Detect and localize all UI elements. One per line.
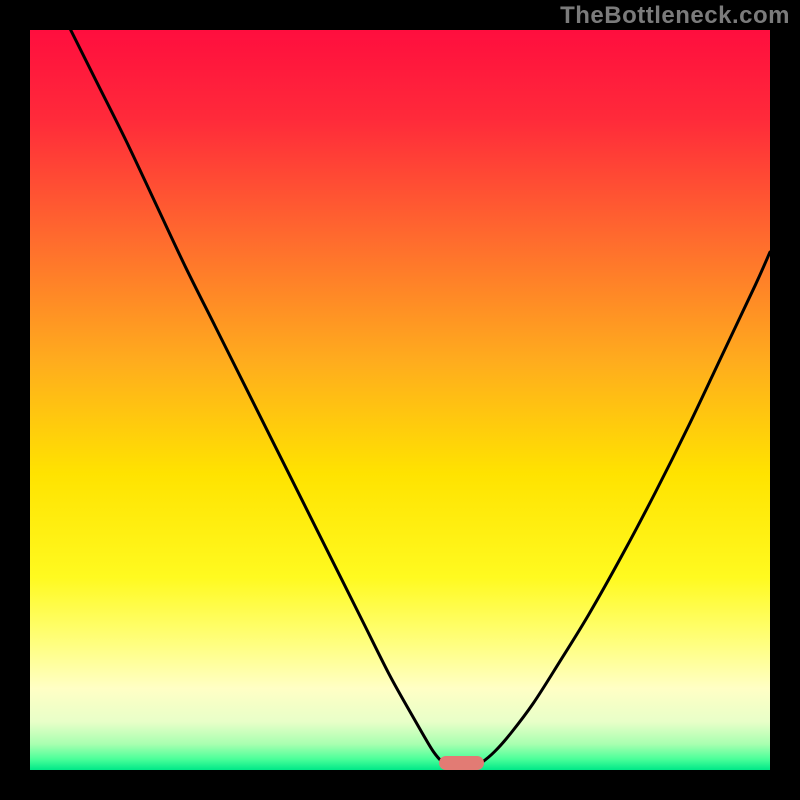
watermark-text: TheBottleneck.com	[560, 2, 790, 30]
chart-svg	[30, 30, 770, 770]
minimum-marker	[439, 756, 483, 769]
gradient-background	[30, 30, 770, 770]
chart-frame: TheBottleneck.com	[0, 0, 800, 800]
plot-area	[30, 30, 770, 770]
